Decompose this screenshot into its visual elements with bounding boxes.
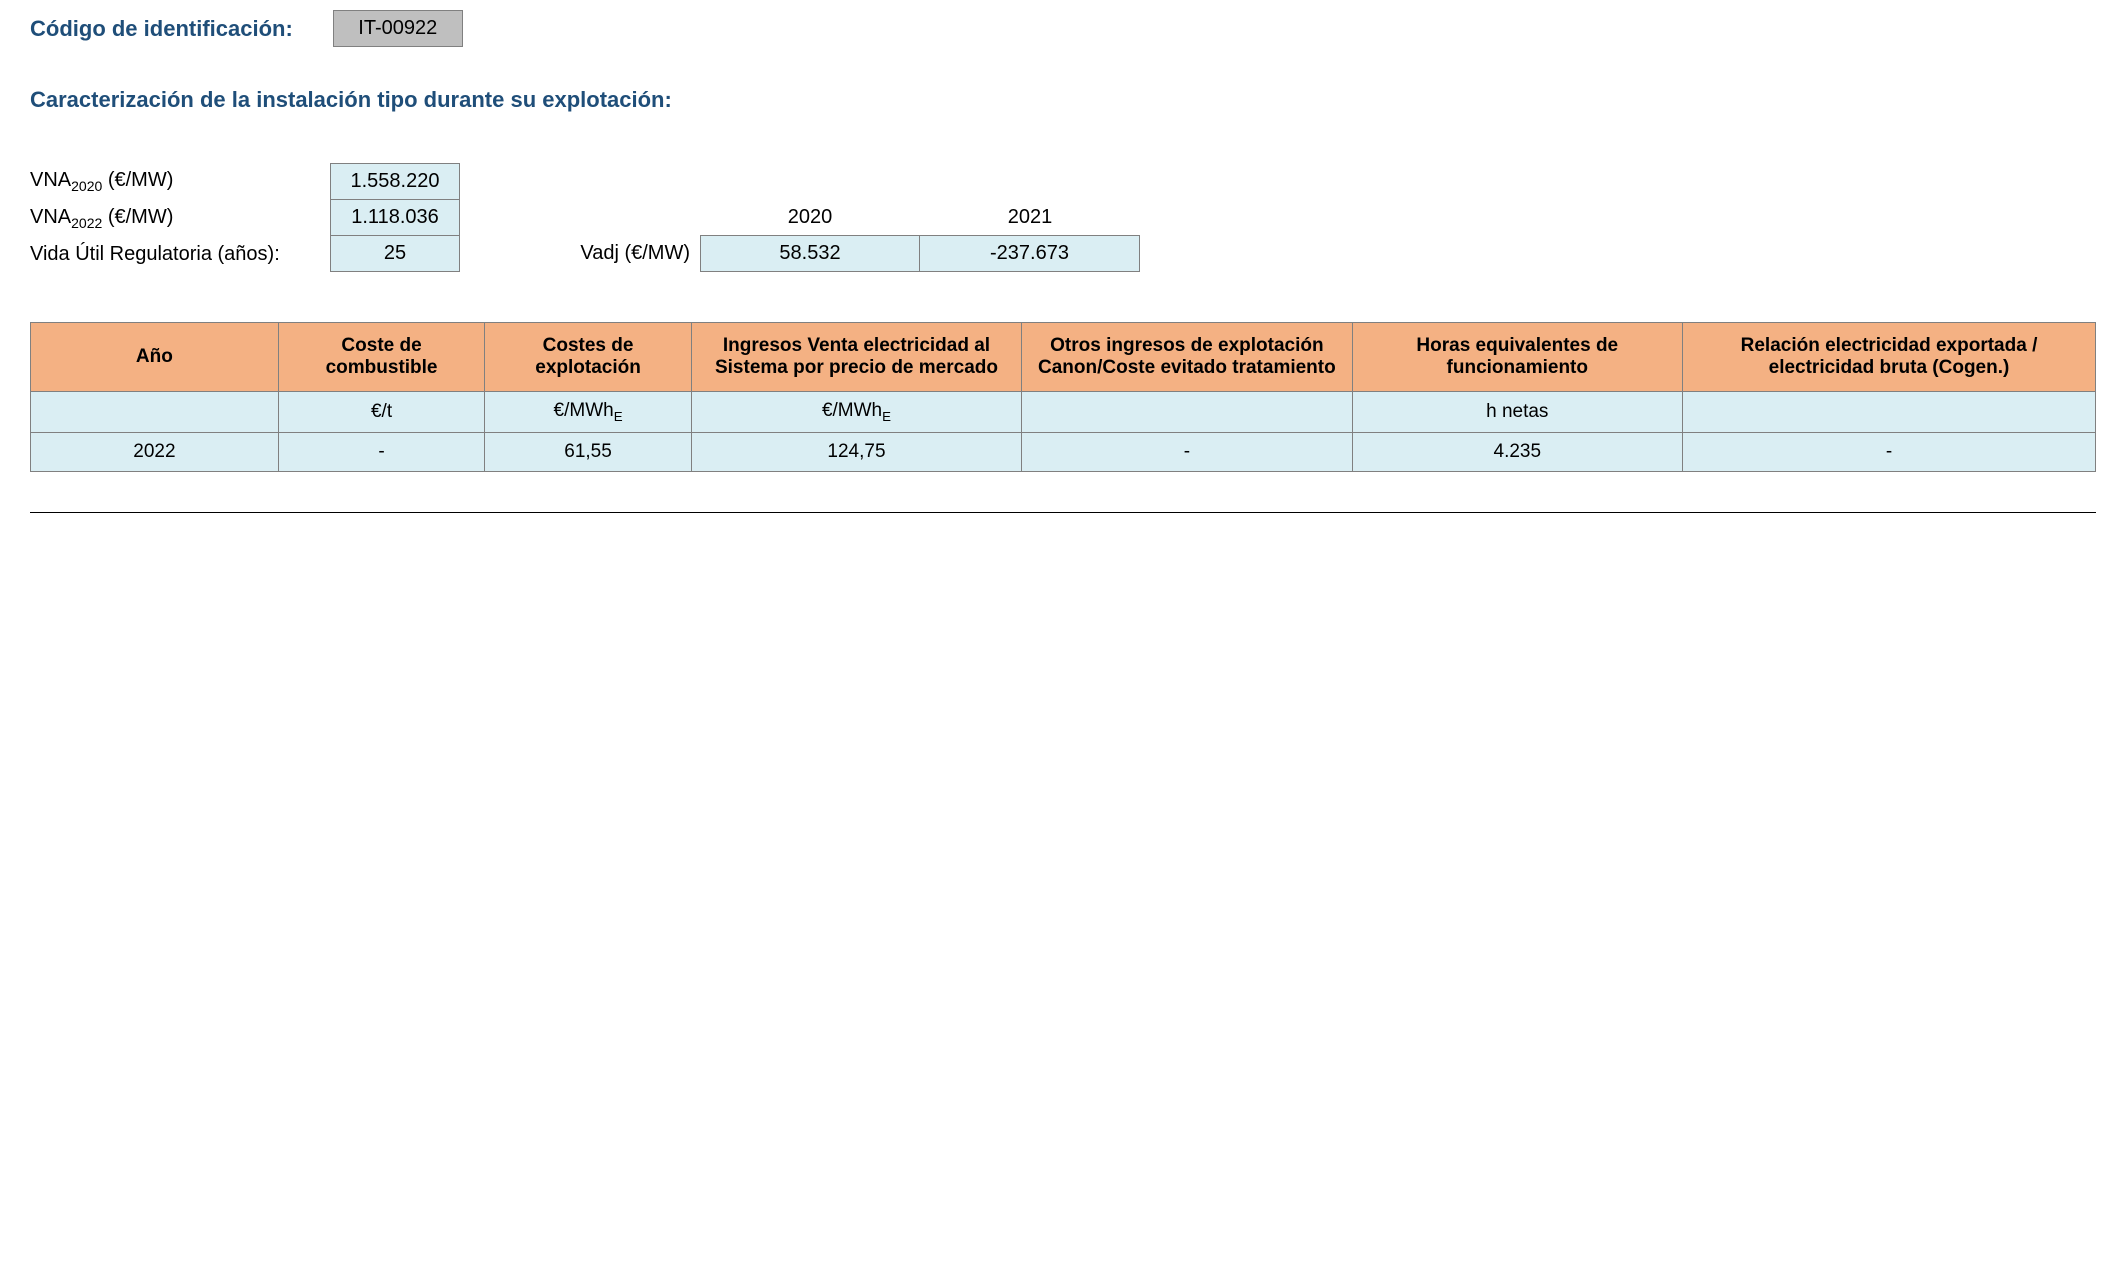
codigo-value-box: IT-00922: [333, 10, 463, 47]
vna2022-value: 1.118.036: [330, 200, 460, 236]
unit-ingresos: €/MWhE: [691, 392, 1021, 433]
unit-coste-expl: €/MWhE: [485, 392, 692, 433]
param-row-vna2020: VNA2020 (€/MW) 1.558.220: [30, 163, 460, 200]
vadj-label: Vadj (€/MW): [560, 242, 700, 265]
vida-label: Vida Útil Regulatoria (años):: [30, 243, 330, 266]
unit-ano: [31, 392, 279, 433]
codigo-label: Código de identificación:: [30, 16, 293, 42]
th-coste-expl: Costes de explotación: [485, 323, 692, 392]
vadj-row: Vadj (€/MW) 58.532 -237.673: [560, 235, 1140, 272]
vadj-val2: -237.673: [920, 235, 1140, 272]
vna2020-label: VNA2020 (€/MW): [30, 169, 330, 194]
table-data-row: 2022 - 61,55 124,75 - 4.235 -: [31, 432, 2096, 471]
unit-otros: [1022, 392, 1352, 433]
vadj-years: 2020 2021: [560, 206, 1140, 235]
th-otros: Otros ingresos de explotación Canon/Cost…: [1022, 323, 1352, 392]
unit-coste-comb: €/t: [278, 392, 485, 433]
table-units-row: €/t €/MWhE €/MWhE h netas: [31, 392, 2096, 433]
cell-otros: -: [1022, 432, 1352, 471]
divider: [30, 512, 2096, 513]
params-left: VNA2020 (€/MW) 1.558.220 VNA2022 (€/MW) …: [30, 163, 460, 272]
header-row: Código de identificación: IT-00922: [30, 10, 2096, 47]
th-ano: Año: [31, 323, 279, 392]
vadj-year2: 2021: [920, 206, 1140, 235]
vadj-val1: 58.532: [700, 235, 920, 272]
cell-horas: 4.235: [1352, 432, 1682, 471]
param-row-vna2022: VNA2022 (€/MW) 1.118.036: [30, 200, 460, 236]
th-coste-comb: Coste de combustible: [278, 323, 485, 392]
cell-relacion: -: [1682, 432, 2095, 471]
section-title: Caracterización de la instalación tipo d…: [30, 87, 2096, 113]
vadj-year1: 2020: [700, 206, 920, 235]
vna2022-label: VNA2022 (€/MW): [30, 206, 330, 231]
unit-relacion: [1682, 392, 2095, 433]
vida-value: 25: [330, 236, 460, 272]
param-row-vida: Vida Útil Regulatoria (años): 25: [30, 236, 460, 272]
cell-ingresos: 124,75: [691, 432, 1021, 471]
main-table: Año Coste de combustible Costes de explo…: [30, 322, 2096, 472]
table-header-row: Año Coste de combustible Costes de explo…: [31, 323, 2096, 392]
th-relacion: Relación electricidad exportada / electr…: [1682, 323, 2095, 392]
unit-horas: h netas: [1352, 392, 1682, 433]
cell-ano: 2022: [31, 432, 279, 471]
cell-coste-expl: 61,55: [485, 432, 692, 471]
th-ingresos: Ingresos Venta electricidad al Sistema p…: [691, 323, 1021, 392]
vadj-block: 2020 2021 Vadj (€/MW) 58.532 -237.673: [560, 206, 1140, 272]
th-horas: Horas equivalentes de funcionamiento: [1352, 323, 1682, 392]
params-block: VNA2020 (€/MW) 1.558.220 VNA2022 (€/MW) …: [30, 163, 2096, 272]
vna2020-value: 1.558.220: [330, 163, 460, 200]
cell-coste-comb: -: [278, 432, 485, 471]
